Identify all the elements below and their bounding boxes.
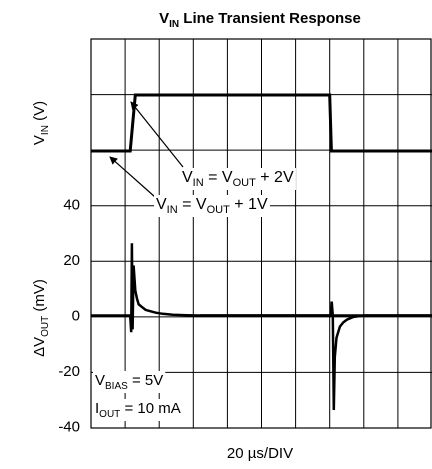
annotation-part: V	[95, 372, 105, 389]
annotation-part: IN	[167, 204, 178, 216]
annotation-part: = V	[204, 169, 233, 186]
annotation-vin-plus2-bg	[180, 168, 296, 190]
vin-trace	[91, 93, 432, 153]
y-tick-label: -40	[58, 419, 80, 436]
annotation-arrows	[109, 101, 184, 198]
x-axis-label: 20 µs/DIV	[227, 445, 293, 462]
y-tick-label: -20	[58, 363, 80, 380]
arrow-high	[130, 101, 184, 168]
annotation-vbias: VBIAS = 5V	[93, 371, 166, 393]
bottom-ylabel: ΔVOUT (mV)	[31, 279, 51, 357]
annotation-part: = V	[178, 196, 207, 213]
annotation-vin-plus1-bg	[154, 195, 270, 217]
annotation-part: OUT	[233, 177, 257, 189]
annotation-part: + 2V	[256, 169, 294, 186]
y-tick-label: 20	[63, 252, 80, 269]
chart-title: VIN Line Transient Response	[159, 10, 361, 30]
dvout-trace	[91, 243, 432, 333]
top-ylabel: VIN (V)	[31, 101, 51, 145]
annotation-part: V	[156, 196, 167, 213]
annotation-vin-plus1: VIN = VOUT + 1V	[154, 195, 270, 217]
annotation-vbias-text: VBIAS = 5V	[95, 372, 163, 392]
y-tick-labels: 40 20 0 -20 -40	[58, 196, 80, 435]
annotation-vin-plus1-text: VIN = VOUT + 1V	[156, 196, 268, 216]
annotation-vin-plus2-text: VIN = VOUT + 2V	[182, 169, 294, 189]
arrow-low	[109, 156, 156, 198]
y-tick-label: 40	[63, 196, 80, 213]
annotation-part: = 10 mA	[120, 400, 180, 417]
annotation-iout-text: IOUT = 10 mA	[95, 400, 181, 420]
annotation-iout-bg	[93, 399, 183, 421]
plot-frame	[90, 38, 432, 429]
annotation-part: I	[95, 400, 99, 417]
annotation-part: BIAS	[105, 381, 128, 392]
plot-grid	[90, 38, 432, 429]
annotation-part: OUT	[207, 204, 231, 216]
annotation-part: IN	[193, 177, 204, 189]
dvout-trace-2	[329, 301, 432, 411]
annotation-part: V	[182, 169, 193, 186]
annotation-part: + 1V	[230, 196, 268, 213]
traces	[91, 93, 432, 411]
annotation-iout: IOUT = 10 mA	[93, 399, 183, 421]
annotation-part: = 5V	[128, 372, 163, 389]
y-tick-label: 0	[72, 308, 80, 325]
annotation-part: OUT	[99, 409, 120, 420]
annotation-vin-plus2: VIN = VOUT + 2V	[180, 168, 296, 190]
annotation-vbias-bg	[93, 371, 166, 393]
